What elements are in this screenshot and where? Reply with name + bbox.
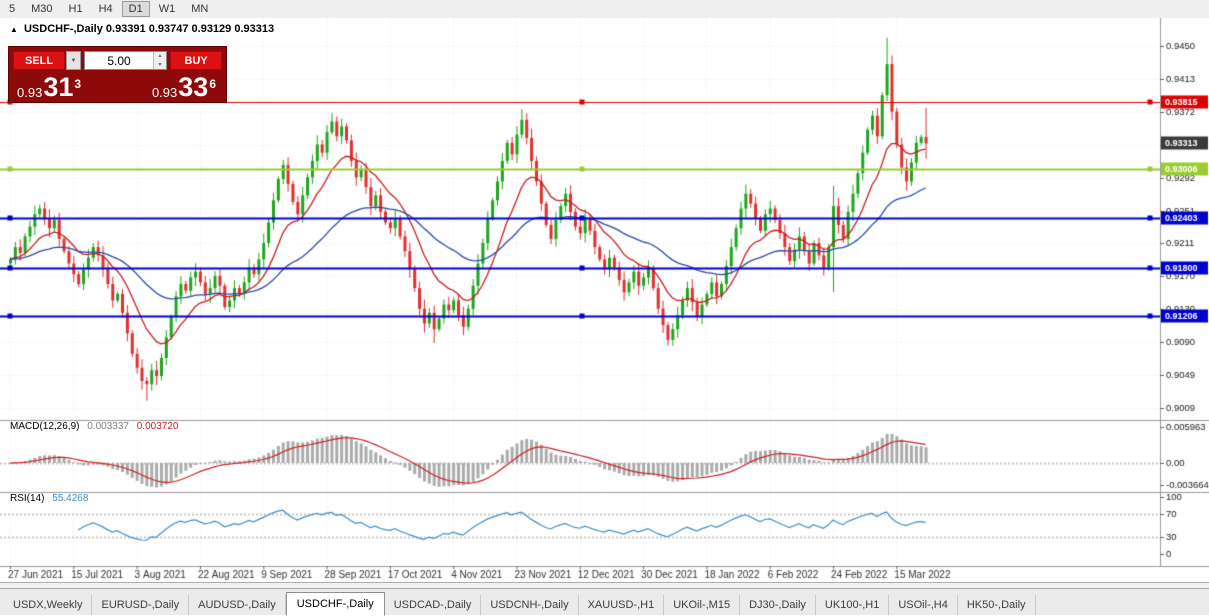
sell-button[interactable]: SELL [13,51,65,70]
chevron-down-icon: ▼ [70,57,77,64]
tab-usdx-weekly[interactable]: USDX,Weekly [4,595,93,615]
price-chart-canvas[interactable] [0,18,1209,582]
timeframe-button-h4[interactable]: H4 [92,1,120,17]
rsi-name: RSI(14) [10,493,45,504]
buy-price-pipette: 6 [209,77,216,91]
timeframe-button-mn[interactable]: MN [184,1,215,17]
timeframe-button-h1[interactable]: H1 [62,1,90,17]
chart-title: ▲ USDCHF-,Daily 0.93391 0.93747 0.93129 … [10,23,274,35]
volume-increase-button[interactable]: ▲ [154,52,166,61]
macd-main-value: 0.003337 [87,421,129,432]
volume-field: ▲ ▼ [84,51,167,70]
rsi-indicator-label: RSI(14) 55.4268 [10,493,88,504]
one-click-trading-panel: SELL ▼ ▲ ▼ BUY 0.93 31 3 0.93 33 6 [8,46,227,103]
buy-price-display: 0.93 33 6 [152,74,216,101]
macd-indicator-label: MACD(12,26,9) 0.003337 0.003720 [10,421,178,432]
timeframe-button-m5[interactable]: 5 [2,1,22,17]
tab-usdcad-daily[interactable]: USDCAD-,Daily [385,595,482,615]
tab-usoil-h4[interactable]: USOil-,H4 [889,595,958,615]
sell-price-pipette: 3 [74,77,82,91]
volume-input[interactable] [85,52,153,69]
tab-uk100-h1[interactable]: UK100-,H1 [816,595,890,615]
sell-price-big-digits: 31 [43,72,74,102]
timeframe-button-d1[interactable]: D1 [121,1,150,17]
chart-symbol-period: USDCHF-,Daily [23,23,103,35]
timeframe-button-m30[interactable]: M30 [24,1,59,17]
volume-decrease-button[interactable]: ▼ [154,60,166,69]
tab-xauusd-h1[interactable]: XAUUSD-,H1 [579,595,665,615]
buy-price-prefix: 0.93 [151,85,178,100]
tab-usdcnh-daily[interactable]: USDCNH-,Daily [481,595,579,615]
tab-eurusd-daily[interactable]: EURUSD-,Daily [92,595,190,615]
collapse-arrow-icon[interactable]: ▲ [10,25,18,34]
tab-dj30-daily[interactable]: DJ30-,Daily [740,595,816,615]
chart-tabs-bar: USDX,Weekly EURUSD-,Daily AUDUSD-,Daily … [0,588,1209,616]
volume-stepper: ▲ ▼ [153,52,166,69]
sell-price-display: 0.93 31 3 [17,74,81,101]
macd-signal-value: 0.003720 [136,421,179,432]
tab-usdchf-daily[interactable]: USDCHF-,Daily [285,592,385,616]
macd-name: MACD(12,26,9) [10,421,80,432]
chart-ohlc-values: 0.93391 0.93747 0.93129 0.93313 [105,23,275,35]
tab-hk50-daily[interactable]: HK50-,Daily [958,595,1036,615]
chart-horizontal-scrollbar[interactable] [0,582,1209,588]
timeframe-toolbar: 5 M30 H1 H4 D1 W1 MN [0,0,1209,19]
buy-price-big-digits: 33 [178,72,209,102]
buy-button[interactable]: BUY [170,51,222,70]
timeframe-button-w1[interactable]: W1 [152,1,183,17]
tab-ukoil-m15[interactable]: UKOil-,M15 [664,595,741,615]
rsi-value: 55.4268 [52,493,89,504]
tab-audusd-daily[interactable]: AUDUSD-,Daily [189,595,286,615]
volume-dropdown-button[interactable]: ▼ [66,51,81,70]
sell-price-prefix: 0.93 [17,85,43,100]
